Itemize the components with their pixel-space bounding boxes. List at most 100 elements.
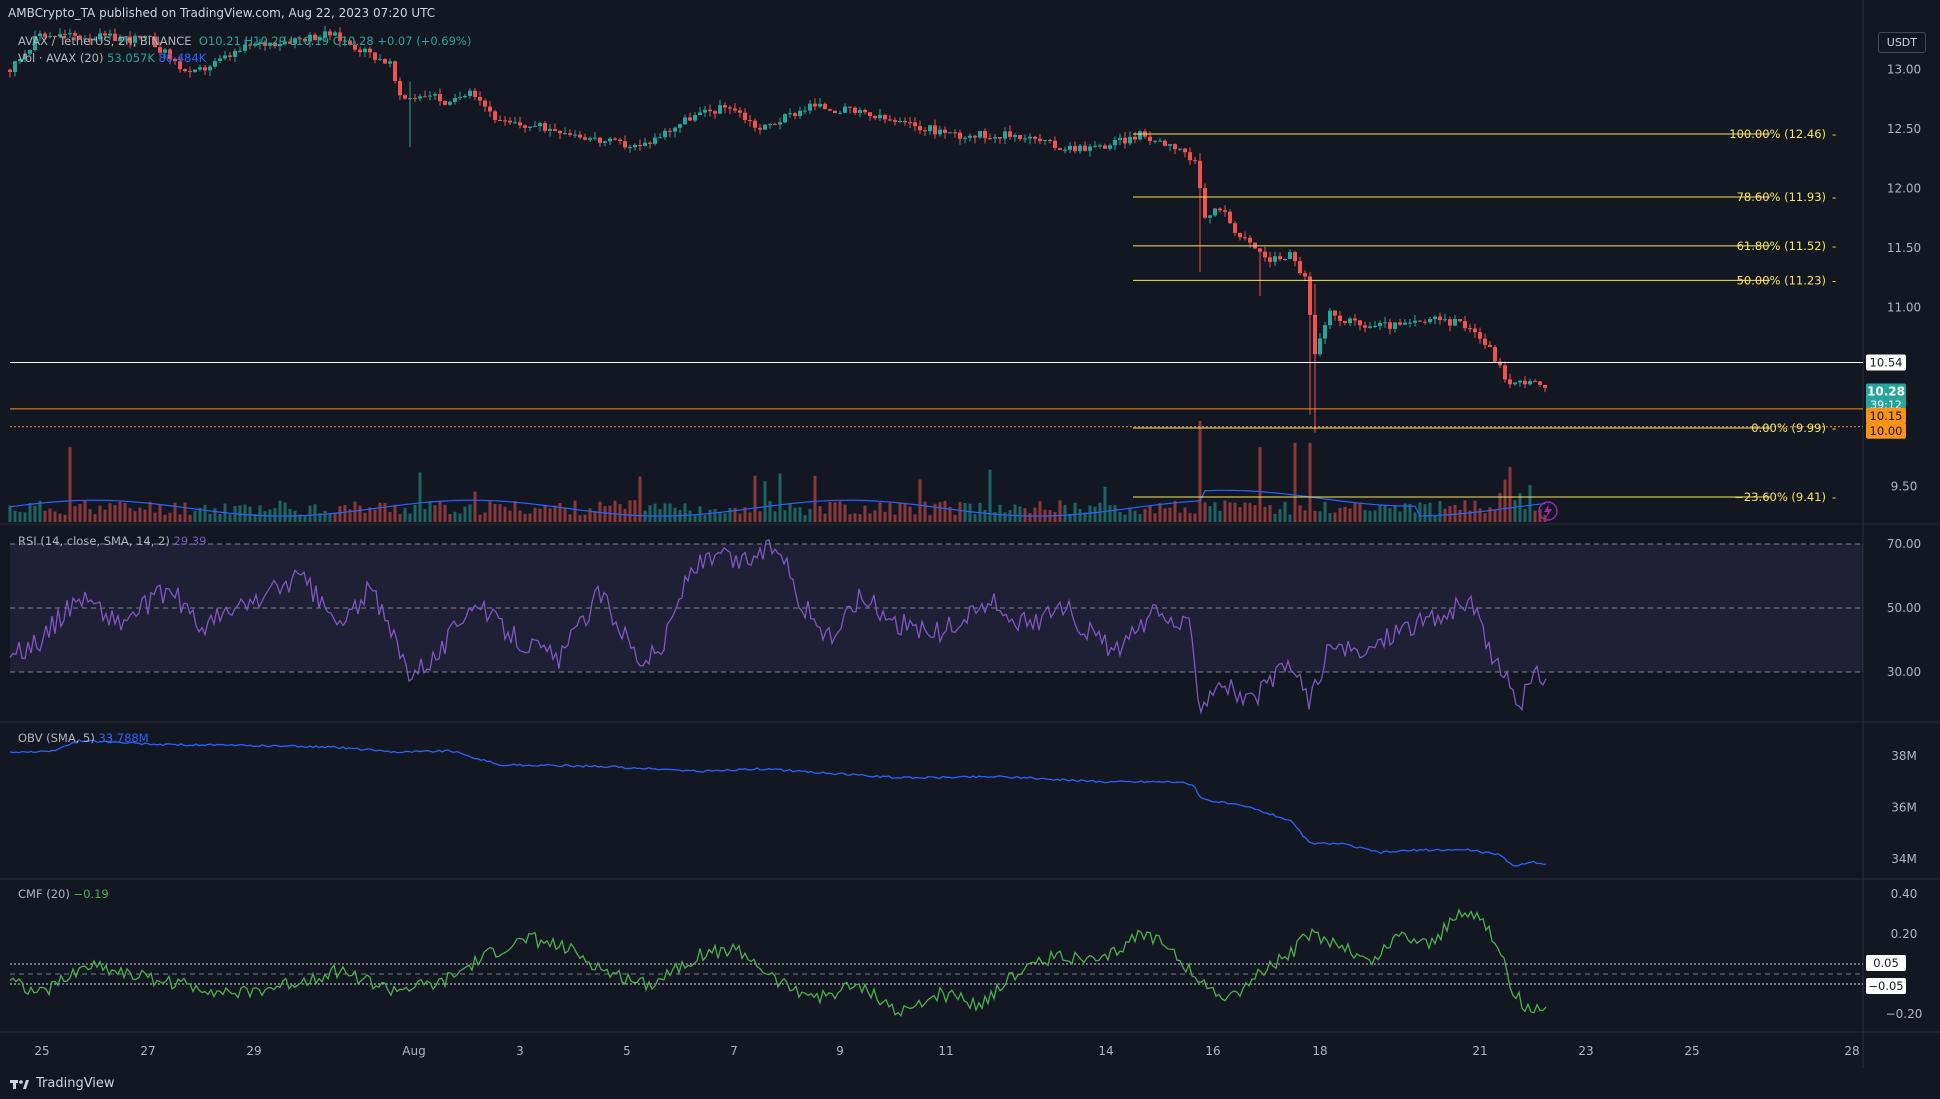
volume-bar <box>1038 501 1042 522</box>
volume-bar <box>1063 504 1067 522</box>
candle-body <box>918 126 922 131</box>
volume-bar <box>883 511 887 522</box>
candle-body <box>1488 344 1492 348</box>
candle-body <box>823 103 827 110</box>
volume-bar <box>683 503 687 522</box>
volume-bar <box>328 513 332 522</box>
volume-bar <box>583 514 587 522</box>
volume-bar <box>688 510 692 522</box>
candle-body <box>888 119 892 121</box>
candle-body <box>658 137 662 139</box>
symbol-legend[interactable]: AVAX / TetherUS, 2h, BINANCE O10.21 H10.… <box>18 34 471 48</box>
volume-bar <box>1258 447 1262 522</box>
volume-bar <box>1103 486 1107 522</box>
candle-body <box>43 33 47 37</box>
candle-body <box>893 120 897 122</box>
candle-body <box>838 112 842 114</box>
candle-body <box>163 49 167 53</box>
rsi-legend[interactable]: RSI (14, close, SMA, 14, 2) 29.39 <box>18 534 206 548</box>
candle-body <box>708 109 712 112</box>
volume-bar <box>228 514 232 522</box>
candle-body <box>1123 137 1127 144</box>
volume-bar <box>1313 510 1317 522</box>
volume-bar <box>213 508 217 522</box>
volume-bar <box>638 476 642 522</box>
volume-bar <box>893 514 897 522</box>
candle-body <box>673 127 677 132</box>
rsi-value: 29.39 <box>173 534 207 548</box>
candle-body <box>798 110 802 117</box>
volume-bar <box>1493 509 1497 522</box>
candle-body <box>253 43 257 46</box>
candle-body <box>733 108 737 111</box>
fib-level-label: 50.00% (11.23) <box>1737 273 1826 287</box>
tradingview-logo[interactable]: TradingView <box>10 1076 115 1091</box>
volume-bar <box>388 512 392 522</box>
volume-bar <box>1473 500 1477 522</box>
candle-body <box>1198 160 1202 189</box>
volume-bar <box>1513 500 1517 522</box>
volume-bar <box>558 502 562 522</box>
candle-body <box>668 130 672 132</box>
volume-bar <box>1253 505 1257 522</box>
cmf-legend[interactable]: CMF (20) −0.19 <box>18 887 109 901</box>
volume-bar <box>833 502 837 522</box>
volume-bar <box>403 507 407 522</box>
volume-bar <box>753 475 757 522</box>
volume-bar <box>173 502 177 522</box>
volume-bar <box>38 500 42 522</box>
candle-body <box>1303 273 1307 277</box>
volume-bar <box>198 507 202 522</box>
candle-body <box>28 49 32 54</box>
candle-body <box>853 107 857 113</box>
volume-bar <box>348 509 352 522</box>
currency-button[interactable]: USDT <box>1877 32 1926 53</box>
obv-legend[interactable]: OBV (SMA, 5) 33.788M <box>18 731 149 745</box>
volume-bar <box>913 514 917 522</box>
fib-level-label: −23.60% (9.41) <box>1734 490 1826 504</box>
candle-body <box>13 61 17 73</box>
volume-bar <box>888 503 892 522</box>
candle-body <box>468 90 472 96</box>
candle-body <box>113 33 117 42</box>
volume-bar <box>553 505 557 522</box>
x-tick-label: 29 <box>246 1044 261 1058</box>
volume-bar <box>1398 511 1402 522</box>
volume-bar <box>318 513 322 522</box>
candle-body <box>298 38 302 40</box>
candle-body <box>413 98 417 100</box>
candle-body <box>1528 381 1532 385</box>
candle-body <box>1323 325 1327 339</box>
candle-body <box>813 103 817 107</box>
candle-body <box>1458 319 1462 322</box>
candle-body <box>1423 321 1427 323</box>
candle-body <box>153 36 157 48</box>
volume-legend[interactable]: Vol · AVAX (20) 53.057K 80.484K <box>18 51 206 65</box>
volume-bar <box>898 503 902 522</box>
candle-body <box>1523 380 1527 385</box>
candle-body <box>213 61 217 67</box>
volume-bar <box>848 514 852 522</box>
candle-body <box>1003 131 1007 139</box>
candle-body <box>358 49 362 53</box>
fib-level-label: 0.00% (9.99) <box>1751 421 1826 435</box>
candle-body <box>793 113 797 117</box>
candle-body <box>663 130 667 138</box>
candle-body <box>1493 347 1497 362</box>
obv-tick-label: 38M <box>1891 749 1917 763</box>
volume-bar <box>1263 506 1267 522</box>
level-badge: 10.00 <box>1870 424 1903 438</box>
volume-bar <box>1053 512 1057 522</box>
volume-bar <box>1143 508 1147 522</box>
volume-bar <box>393 504 397 522</box>
candle-body <box>1273 256 1277 262</box>
candle-body <box>1318 338 1322 355</box>
candle-body <box>863 109 867 113</box>
candle-body <box>1293 252 1297 262</box>
volume-bar <box>1458 509 1462 522</box>
candle-body <box>808 103 812 111</box>
candle-body <box>618 139 622 142</box>
ohlc-values: O10.21 H10.29 L10.19 C10.28 +0.07 (+0.69… <box>198 34 472 48</box>
volume-bar <box>738 513 742 522</box>
